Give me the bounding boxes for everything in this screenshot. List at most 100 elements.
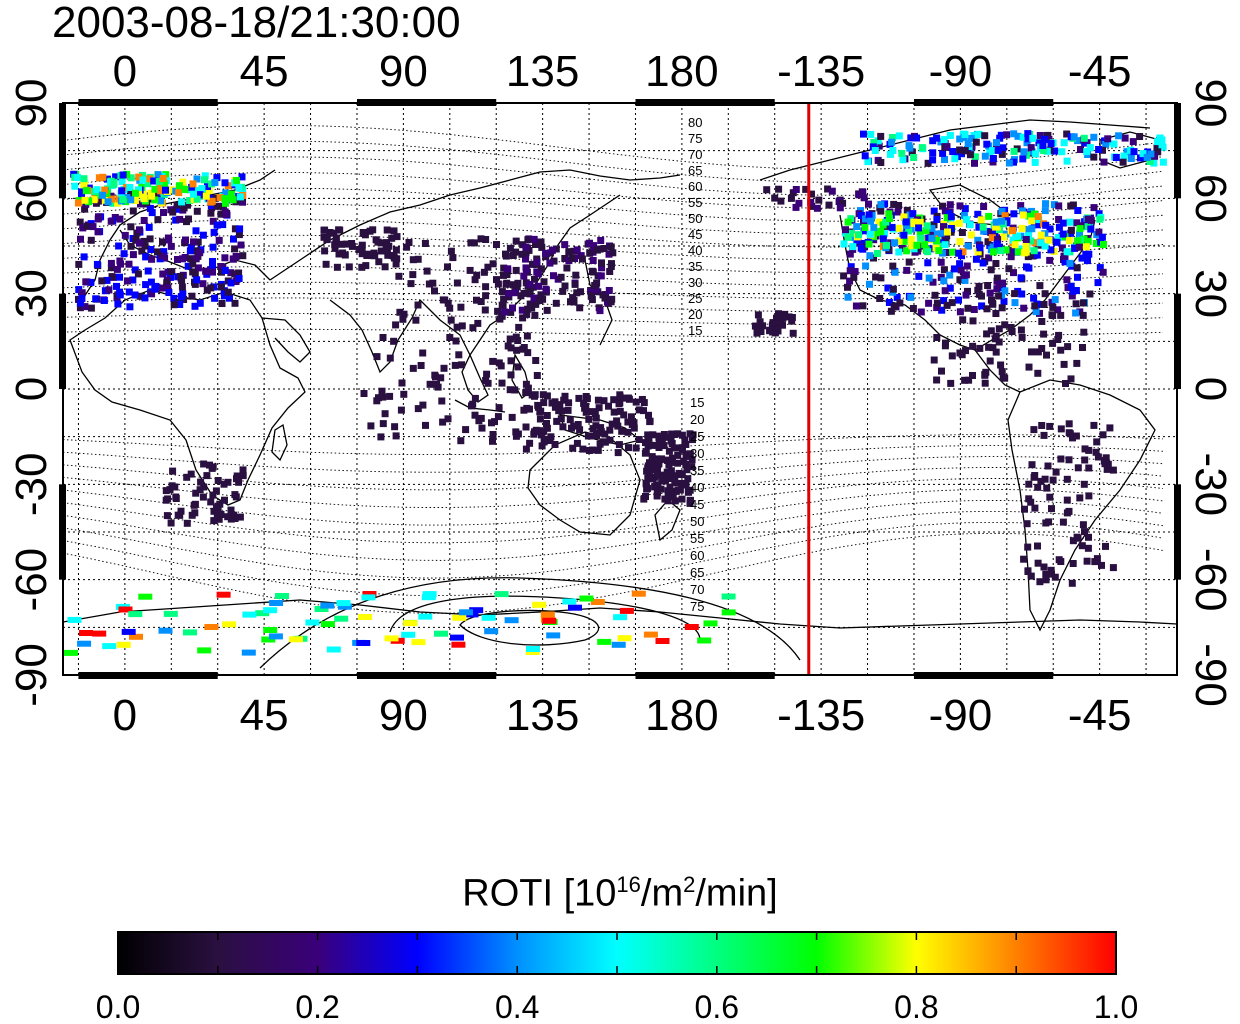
roti-point: [378, 387, 386, 395]
roti-point: [222, 621, 237, 628]
roti-point: [407, 280, 415, 288]
roti-point: [642, 479, 650, 487]
roti-point: [524, 384, 532, 392]
roti-point: [775, 310, 782, 318]
contour-label: 30: [690, 446, 704, 461]
roti-point: [658, 434, 666, 441]
roti-point: [139, 190, 147, 198]
roti-point: [151, 190, 159, 198]
roti-point: [895, 248, 903, 256]
roti-point: [995, 292, 1003, 300]
roti-point: [981, 132, 989, 140]
roti-point: [102, 643, 117, 650]
roti-point: [1034, 483, 1042, 491]
roti-point: [1049, 476, 1057, 484]
frame-bar-top: [78, 99, 218, 106]
roti-point: [506, 244, 514, 252]
roti-point: [216, 500, 224, 508]
roti-point: [191, 302, 199, 310]
roti-point: [1049, 339, 1057, 347]
roti-point: [192, 186, 199, 194]
right-axis-label: -90: [1186, 643, 1235, 707]
right-axis-label: 30: [1186, 269, 1235, 318]
roti-point: [322, 260, 330, 268]
roti-point: [1082, 243, 1090, 251]
roti-point: [617, 635, 632, 642]
contour-line-north: [63, 313, 1164, 326]
roti-point: [540, 399, 548, 407]
roti-point: [522, 380, 530, 388]
roti-point: [865, 211, 873, 219]
roti-point: [925, 299, 933, 307]
roti-point: [568, 254, 576, 262]
roti-point: [587, 288, 595, 296]
roti-point: [532, 357, 540, 364]
roti-point: [512, 266, 520, 274]
roti-point: [975, 130, 983, 138]
roti-point: [1060, 252, 1068, 260]
roti-point: [1018, 333, 1026, 341]
roti-point: [577, 288, 584, 296]
roti-point: [627, 413, 635, 421]
roti-point: [452, 337, 460, 345]
roti-point: [907, 236, 915, 243]
roti-point: [526, 280, 534, 288]
roti-point: [451, 641, 466, 648]
roti-point: [392, 260, 400, 268]
roti-point: [373, 353, 381, 361]
roti-point: [777, 197, 785, 205]
contour-label: 65: [688, 163, 702, 178]
roti-point: [513, 346, 521, 354]
roti-point: [888, 223, 896, 231]
roti-point: [684, 475, 692, 483]
roti-point: [1028, 225, 1036, 233]
roti-point: [332, 234, 340, 242]
roti-point: [89, 223, 97, 231]
roti-point: [948, 352, 956, 360]
roti-point: [375, 394, 382, 402]
frame-bar-bottom: [913, 672, 1054, 679]
roti-point: [681, 436, 689, 444]
roti-point: [495, 404, 503, 412]
roti-point: [1123, 148, 1131, 156]
roti-point: [421, 594, 436, 601]
roti-point: [585, 447, 593, 454]
roti-point: [557, 273, 565, 281]
roti-point: [326, 646, 341, 653]
roti-point: [851, 268, 859, 275]
roti-point: [148, 192, 156, 200]
roti-point: [931, 291, 939, 299]
roti-point: [107, 259, 115, 267]
roti-point: [411, 639, 426, 646]
roti-point: [367, 422, 375, 430]
roti-point: [187, 470, 195, 478]
roti-point: [905, 142, 913, 150]
frame-bar-top: [356, 99, 497, 106]
roti-point: [567, 298, 574, 306]
roti-point: [77, 235, 84, 243]
roti-point: [655, 444, 663, 451]
roti-point: [1046, 256, 1054, 264]
roti-point: [360, 230, 368, 237]
roti-point: [594, 446, 602, 454]
roti-point: [178, 283, 186, 291]
roti-point: [894, 208, 902, 216]
roti-point: [481, 306, 489, 314]
roti-point: [214, 505, 222, 513]
roti-point: [1018, 224, 1026, 232]
roti-point: [505, 290, 513, 297]
roti-point: [1031, 239, 1039, 247]
roti-point: [1047, 246, 1055, 254]
roti-point: [1041, 290, 1049, 298]
roti-point: [362, 591, 377, 597]
roti-point: [1090, 133, 1098, 141]
roti-point: [235, 269, 243, 277]
roti-point: [864, 158, 872, 166]
roti-point: [343, 240, 351, 248]
roti-point: [528, 391, 536, 399]
roti-point: [522, 389, 530, 397]
roti-point: [1099, 146, 1106, 154]
roti-point: [1041, 135, 1048, 143]
roti-point: [1067, 375, 1075, 383]
roti-point: [875, 142, 883, 150]
